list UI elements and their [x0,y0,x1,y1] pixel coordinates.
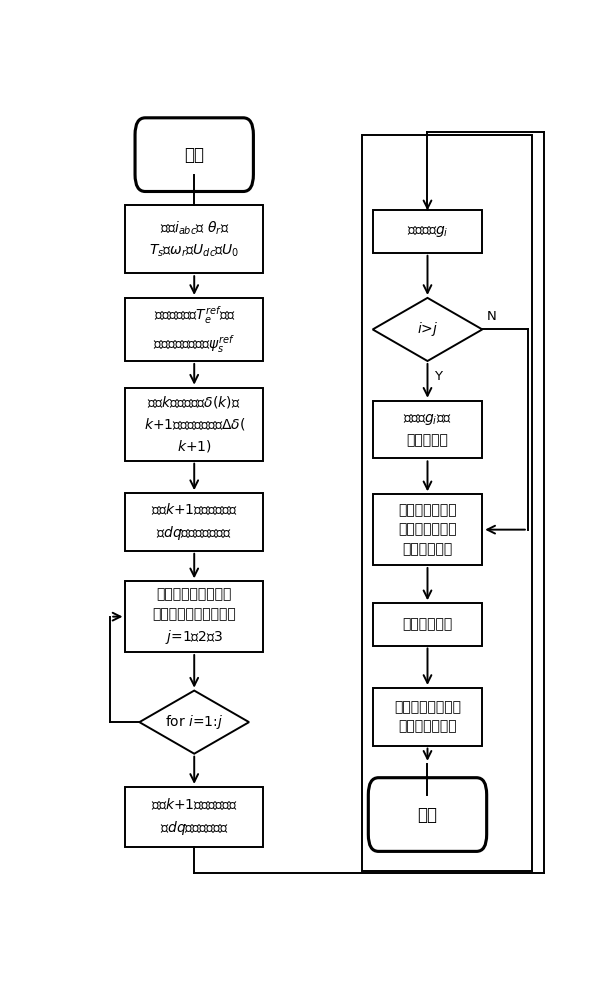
FancyBboxPatch shape [368,778,486,851]
Polygon shape [373,298,482,361]
FancyBboxPatch shape [125,388,263,461]
FancyBboxPatch shape [373,210,482,253]
Text: 中点电位平衡: 中点电位平衡 [402,617,453,631]
Text: Y: Y [435,370,442,383]
FancyBboxPatch shape [125,493,263,551]
Text: 判断参考矢量所在区
间、获取备选矢量数量
$j$=1，2，3: 判断参考矢量所在区 间、获取备选矢量数量 $j$=1，2，3 [152,588,236,646]
Text: $i$>$j$: $i$>$j$ [417,320,438,338]
FancyBboxPatch shape [125,298,263,361]
Text: 价值函数$g_i$: 价值函数$g_i$ [407,224,448,239]
Text: 获取$i_{abc}$、 $\theta_r$、
$T_s$、$\omega_r$、$U_{dc}$、$U_0$: 获取$i_{abc}$、 $\theta_r$、 $T_s$、$\omega_r… [149,219,240,259]
Text: 输出使$g_i$最小
的电压矢量: 输出使$g_i$最小 的电压矢量 [403,412,452,447]
Text: 计算最优电压矢
量占空比，输出
第二作用矢量: 计算最优电压矢 量占空比，输出 第二作用矢量 [398,503,457,556]
Text: 输出能够平衡中点
电位的开关状态: 输出能够平衡中点 电位的开关状态 [394,700,461,734]
Polygon shape [140,691,249,754]
Text: 计算$k$+1时刻定子磁链
在$dq$分量的预测值: 计算$k$+1时刻定子磁链 在$dq$分量的预测值 [151,797,238,837]
FancyBboxPatch shape [125,205,263,273]
FancyBboxPatch shape [373,494,482,565]
Text: 计算$k$+1时刻定子磁链
在$dq$轴分量的参考值: 计算$k$+1时刻定子磁链 在$dq$轴分量的参考值 [151,502,238,542]
FancyBboxPatch shape [373,401,482,458]
FancyBboxPatch shape [135,118,253,191]
Text: N: N [487,310,497,323]
Text: 结束: 结束 [418,806,438,824]
Text: 计算$k$时刻负载角$\delta(k)$及
$k$+1时刻负载角增量$\Delta\delta$(
$k$+1): 计算$k$时刻负载角$\delta(k)$及 $k$+1时刻负载角增量$\Del… [143,394,245,454]
FancyBboxPatch shape [125,787,263,847]
Text: 获取转矩参考$T_e^{ref}$和定
子磁链幅值参考值$\psi_s^{ref}$: 获取转矩参考$T_e^{ref}$和定 子磁链幅值参考值$\psi_s^{ref… [153,304,235,355]
FancyBboxPatch shape [125,581,263,652]
FancyBboxPatch shape [373,688,482,746]
Text: for $i$=1:$j$: for $i$=1:$j$ [165,713,223,731]
Text: 开始: 开始 [184,146,204,164]
FancyBboxPatch shape [373,603,482,646]
